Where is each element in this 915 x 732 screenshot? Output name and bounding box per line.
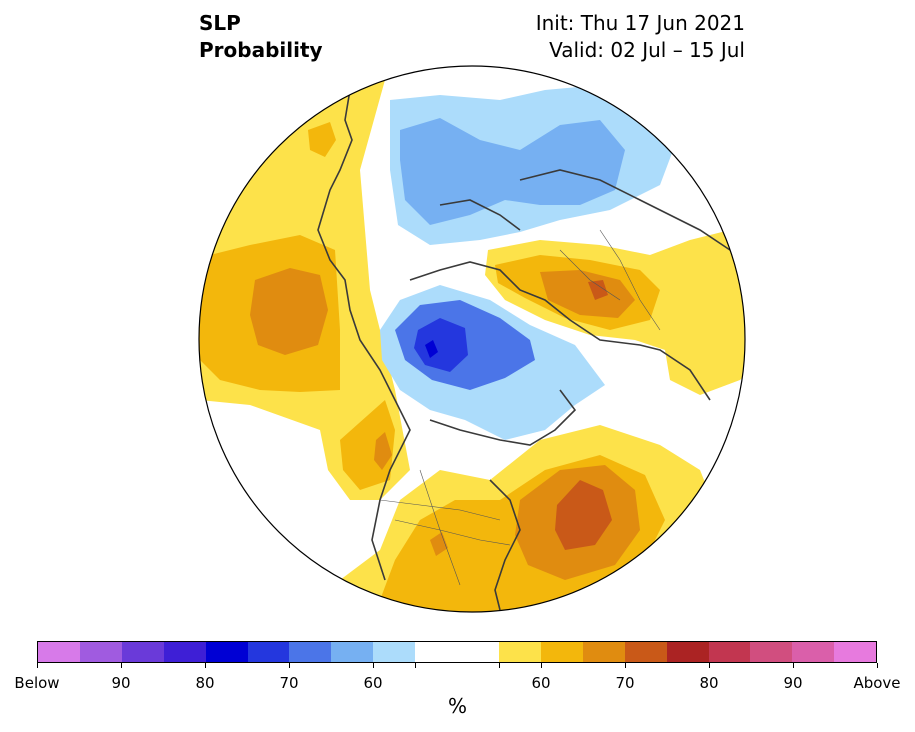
colorbar-swatch <box>750 642 793 662</box>
colorbar-swatch <box>415 642 458 662</box>
colorbar-swatch <box>121 642 164 662</box>
below-normal-siberia <box>390 85 675 245</box>
colorbar-tick <box>120 663 122 668</box>
title-product: Probability <box>199 38 323 62</box>
colorbar-tick-label: 80 <box>699 674 719 692</box>
colorbar-tick <box>372 663 374 668</box>
colorbar-swatch <box>540 642 583 662</box>
colorbar-swatch <box>624 642 667 662</box>
below-normal-arctic <box>380 285 605 440</box>
colorbar-tick-label: Above <box>853 674 901 692</box>
colorbar-tick-label: 60 <box>363 674 383 692</box>
map-boundary <box>198 65 746 613</box>
colorbar-tick-label: 70 <box>279 674 299 692</box>
colorbar-swatch <box>163 642 206 662</box>
colorbar-tick <box>36 663 38 668</box>
title-variable: SLP <box>199 11 241 35</box>
colorbar-tick <box>624 663 626 668</box>
colorbar-swatch <box>708 642 751 662</box>
colorbar-swatch <box>247 642 290 662</box>
colorbar-tick-label: 90 <box>783 674 803 692</box>
colorbar-tick-label: 70 <box>615 674 635 692</box>
above-normal-atlantic <box>330 425 720 612</box>
map-title-left: SLP Probability <box>199 10 323 64</box>
colorbar-tick-label: 80 <box>195 674 215 692</box>
colorbar-tick-label: 90 <box>111 674 131 692</box>
probability-field <box>199 66 745 612</box>
colorbar-tick <box>204 663 206 668</box>
colorbar-tick-label: 60 <box>531 674 551 692</box>
colorbar-unit-label: % <box>447 694 467 718</box>
colorbar-swatch <box>38 642 80 662</box>
colorbar-tick <box>498 663 500 668</box>
colorbar <box>37 641 877 663</box>
borders <box>379 229 661 586</box>
colorbar-swatch <box>79 642 122 662</box>
title-valid-range: Valid: 02 Jul – 15 Jul <box>549 38 745 62</box>
colorbar-tick <box>708 663 710 668</box>
colorbar-tick <box>876 663 878 668</box>
coastlines <box>317 89 731 611</box>
colorbar-tick-label: Below <box>14 674 60 692</box>
colorbar-ticks: Below 90 80 70 60 60 70 80 90 Above <box>14 663 901 693</box>
colorbar-swatch <box>331 642 374 662</box>
colorbar-swatch <box>666 642 709 662</box>
colorbar-tick <box>288 663 290 668</box>
colorbar-tick <box>540 663 542 668</box>
colorbar-swatch <box>582 642 625 662</box>
colorbar-tick <box>414 663 416 668</box>
colorbar-swatch <box>498 642 541 662</box>
colorbar-tick <box>792 663 794 668</box>
above-normal-eurasia <box>485 230 745 395</box>
colorbar-swatch <box>289 642 332 662</box>
colorbar-swatch <box>457 642 499 662</box>
colorbar-swatch <box>205 642 248 662</box>
title-init-date: Init: Thu 17 Jun 2021 <box>535 11 745 35</box>
polar-map <box>198 65 746 613</box>
colorbar-swatch <box>792 642 835 662</box>
map-title-right: Init: Thu 17 Jun 2021 Valid: 02 Jul – 15… <box>536 10 745 64</box>
colorbar-swatch <box>834 642 877 662</box>
colorbar-swatch <box>373 642 416 662</box>
